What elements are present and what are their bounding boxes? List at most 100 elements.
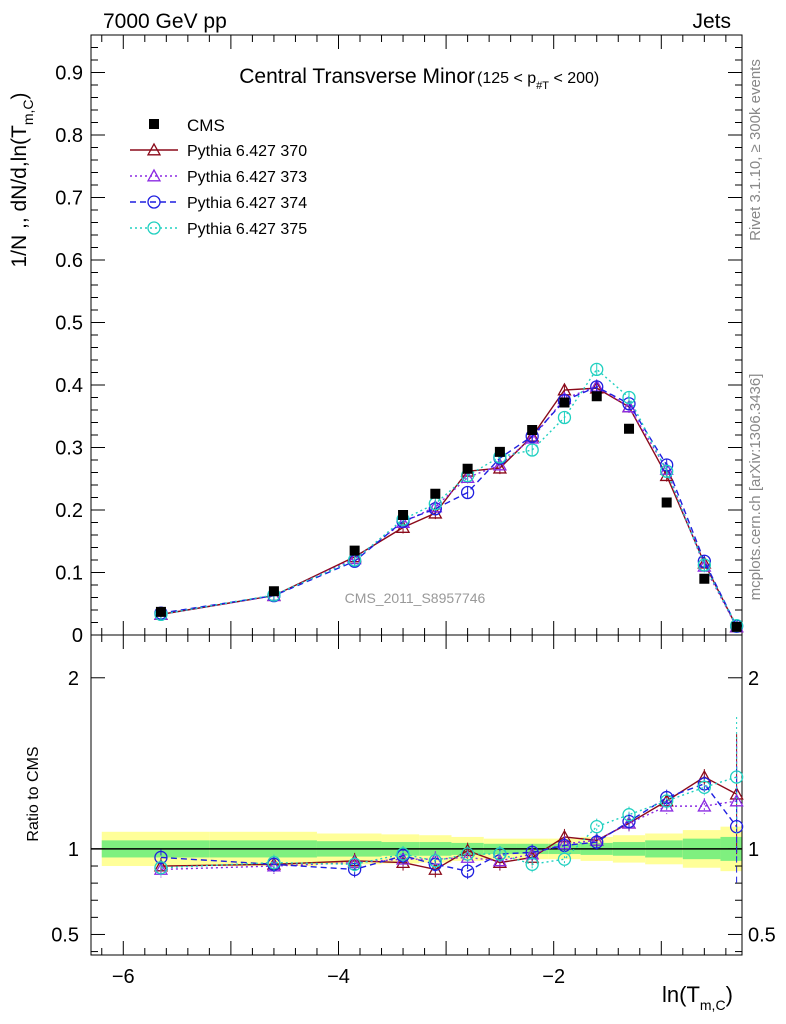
ratio-point-1 — [460, 850, 475, 863]
ratio-point-3 — [729, 770, 744, 784]
cms-data-point — [494, 446, 505, 457]
ratio-point-1 — [729, 793, 744, 807]
ratio-point-3 — [493, 847, 507, 861]
series-point-1 — [621, 399, 637, 413]
ratio-point-1 — [492, 853, 507, 867]
cms-data-point — [349, 545, 360, 556]
rivet-label: Rivet 3.1.10, ≥ 300k events — [747, 59, 764, 241]
y-tick-label: 0.7 — [55, 188, 83, 210]
series-point-3 — [590, 362, 604, 377]
x-tick-label: −2 — [542, 966, 565, 988]
y-axis-label: 1/N ,, dN/d,ln(Tm,C) — [8, 92, 36, 267]
ratio-point-2 — [622, 814, 636, 829]
legend-marker — [147, 221, 161, 235]
legend-cms-marker — [149, 119, 159, 129]
series-point-2 — [460, 485, 475, 500]
ratio-point-3 — [460, 847, 475, 861]
y-tick-label: 0.3 — [55, 438, 83, 460]
cms-data-point — [430, 488, 441, 499]
ratio-point-3 — [557, 852, 572, 866]
series-point-0 — [492, 460, 507, 474]
mcplots-label: mcplots.cern.ch [arXiv:1306.3436] — [747, 374, 764, 601]
cms-data-point — [398, 510, 409, 520]
series-point-0 — [659, 468, 674, 482]
series-point-3 — [697, 558, 711, 572]
ratio-y-tick-label: 1 — [68, 839, 79, 861]
ratio-y-axis-label: Ratio to CMS — [25, 746, 42, 841]
x-tick-label: −4 — [327, 966, 350, 988]
ratio-point-3 — [622, 808, 636, 822]
x-axis-label: ln(Tm,C) — [662, 982, 733, 1013]
ratio-line-0 — [160, 776, 737, 871]
ratio-y-tick-label: 1 — [748, 839, 759, 861]
ratio-point-3 — [660, 794, 674, 808]
ratio-point-0 — [395, 855, 411, 869]
cms-data-point — [699, 573, 710, 584]
legend-label: CMS — [187, 116, 225, 135]
ratio-point-2 — [154, 850, 168, 865]
ratio-point-3 — [396, 847, 410, 861]
y-tick-label: 0 — [72, 625, 83, 647]
series-point-3 — [660, 464, 674, 478]
chart-title: Central Transverse Minor — [239, 65, 475, 88]
y-tick-label: 0.6 — [55, 250, 83, 272]
ratio-point-2 — [590, 835, 604, 849]
cms-data-point — [731, 621, 742, 632]
legend-label: Pythia 6.427 374 — [187, 195, 307, 212]
ratio-frame — [90, 634, 743, 956]
ratio-line-1 — [160, 800, 737, 871]
legend: CMS Pythia 6.427 370 Pythia 6.427 373 Pythi… — [130, 116, 307, 238]
series-point-3 — [622, 390, 636, 405]
legend-label: Pythia 6.427 373 — [187, 169, 307, 186]
process-label: Jets — [692, 10, 731, 33]
y-tick-label: 0.5 — [55, 313, 83, 335]
y-tick-label: 0.8 — [55, 125, 83, 147]
y-tick-label: 0.2 — [55, 500, 83, 522]
legend-marker — [146, 142, 162, 156]
series-point-3 — [525, 443, 539, 457]
chart-title-cut: (125 < p#T < 200) — [477, 70, 599, 92]
legend-label: Pythia 6.427 370 — [187, 143, 307, 160]
series-point-3 — [557, 410, 572, 425]
cms-data-point — [559, 397, 570, 408]
series-line-2 — [160, 386, 738, 627]
ratio-point-3 — [525, 857, 539, 871]
ratio-y-tick-label: 0.5 — [748, 924, 776, 946]
legend-marker — [147, 195, 161, 209]
series-point-1 — [460, 470, 475, 483]
x-tick-label: −6 — [112, 966, 135, 988]
series-point-1 — [492, 457, 507, 471]
ratio-panel: 0.5 0.5 1 1 2 2 −6 −4 −2 — [51, 634, 776, 988]
ratio-line-3 — [160, 776, 737, 869]
ratio-point-0 — [492, 855, 507, 869]
cms-data-point — [268, 586, 279, 597]
ratio-y-tick-label: 2 — [68, 668, 79, 690]
cms-data-point — [591, 391, 602, 402]
ratio-point-3 — [697, 780, 711, 794]
ratio-point-3 — [347, 857, 362, 871]
watermark: CMS_2011_S8957746 — [345, 590, 486, 606]
energy-label: 7000 GeV pp — [103, 10, 227, 33]
ratio-point-1 — [697, 798, 712, 812]
y-tick-label: 0.9 — [55, 63, 83, 85]
cms-data-point — [527, 425, 538, 435]
ratio-point-3 — [267, 855, 281, 870]
ratio-point-3 — [154, 861, 168, 875]
cms-data-point — [624, 423, 635, 434]
series-point-0 — [428, 505, 443, 519]
cms-data-point — [462, 463, 473, 474]
ratio-point-2 — [460, 864, 475, 878]
legend-label: Pythia 6.427 375 — [187, 221, 307, 238]
cms-data-point — [661, 497, 672, 508]
ratio-point-3 — [428, 854, 442, 868]
ratio-point-2 — [347, 862, 362, 877]
y-tick-label: 0.1 — [55, 563, 83, 585]
series-point-1 — [525, 430, 540, 444]
ratio-point-3 — [590, 820, 604, 834]
ratio-y-tick-label: 2 — [748, 668, 759, 690]
legend-marker — [146, 168, 162, 182]
y-tick-label: 0.4 — [55, 375, 83, 397]
series-line-3 — [160, 368, 738, 626]
main-panel: 0 0.1 0.2 0.3 0.4 0.5 0.6 0.7 0.8 0.9 — [55, 34, 744, 647]
